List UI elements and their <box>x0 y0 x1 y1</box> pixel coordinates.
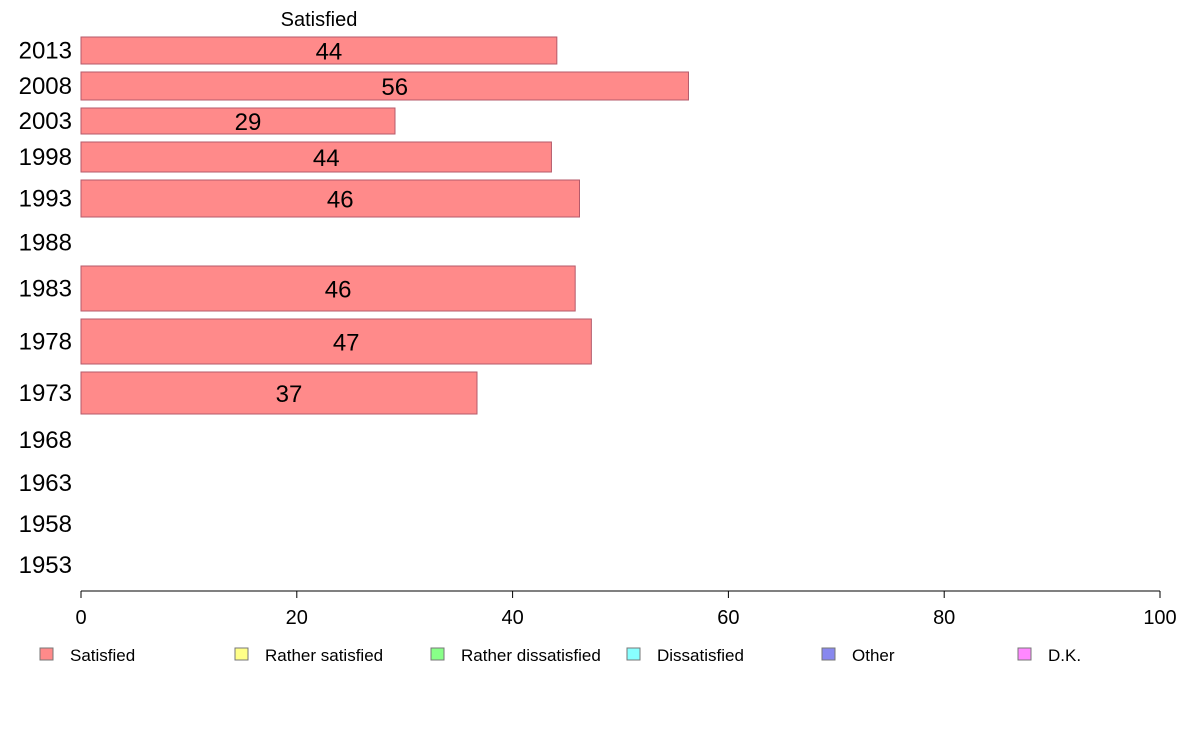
year-label-1963: 1963 <box>19 470 72 497</box>
bar-2013 <box>80 36 558 65</box>
legend-swatch-1 <box>234 647 249 661</box>
year-label-1988: 1988 <box>19 230 72 257</box>
year-label-2013: 2013 <box>19 38 72 65</box>
bar-1998 <box>80 141 552 173</box>
legend-label-0: Satisfied <box>70 646 135 665</box>
bar-label-1983: 46 <box>325 277 352 304</box>
x-tick-label-60: 60 <box>717 607 739 629</box>
year-label-1968: 1968 <box>19 427 72 454</box>
x-tick-label-0: 0 <box>75 607 86 629</box>
year-label-1958: 1958 <box>19 511 72 538</box>
bar-label-1993: 46 <box>327 187 354 214</box>
year-label-1983: 1983 <box>19 276 72 303</box>
legend-label-5: D.K. <box>1048 646 1081 665</box>
year-label-1973: 1973 <box>19 380 72 407</box>
legend-swatch-2 <box>430 647 445 661</box>
bars-group: 44 56 29 44 46 46 47 37 <box>80 36 689 415</box>
bar-label-1973: 37 <box>276 381 303 408</box>
year-label-1993: 1993 <box>19 186 72 213</box>
legend-swatch-3 <box>626 647 641 661</box>
x-tick-label-80: 80 <box>933 607 955 629</box>
x-tick-label-100: 100 <box>1143 607 1176 629</box>
year-label-1953: 1953 <box>19 552 72 579</box>
bar-label-2003: 29 <box>235 109 262 136</box>
legend-swatch-4 <box>821 647 836 661</box>
year-label-2008: 2008 <box>19 73 72 100</box>
bar-label-2008: 56 <box>381 74 408 101</box>
x-axis: 0 20 40 60 80 100 <box>75 590 1177 629</box>
legend-label-4: Other <box>852 646 895 665</box>
bar-label-2013: 44 <box>316 39 343 66</box>
bar-label-1998: 44 <box>313 145 340 172</box>
bar-2008 <box>80 71 689 101</box>
legend-label-2: Rather dissatisfied <box>461 646 601 665</box>
column-header: Satisfied <box>281 9 358 31</box>
bar-2003 <box>80 107 396 135</box>
year-label-1998: 1998 <box>19 144 72 171</box>
x-tick-label-40: 40 <box>501 607 523 629</box>
year-labels-group: 2013 2008 2003 1998 1993 1988 1983 1978 1973 1968… <box>19 38 72 580</box>
legend-label-1: Rather satisfied <box>265 646 383 665</box>
bar-1993 <box>80 179 580 218</box>
x-tick-label-20: 20 <box>286 607 308 629</box>
year-label-2003: 2003 <box>19 108 72 135</box>
bar-label-1978: 47 <box>333 330 360 357</box>
year-label-1978: 1978 <box>19 329 72 356</box>
legend-swatch-5 <box>1017 647 1032 661</box>
legend: Satisfied Rather satisfied Rather dissatis… <box>39 646 1081 665</box>
bar-1983 <box>80 265 576 312</box>
bar-1978 <box>80 318 592 365</box>
bar-1973 <box>80 371 478 415</box>
legend-label-3: Dissatisfied <box>657 646 744 665</box>
legend-swatch-0 <box>39 647 54 661</box>
